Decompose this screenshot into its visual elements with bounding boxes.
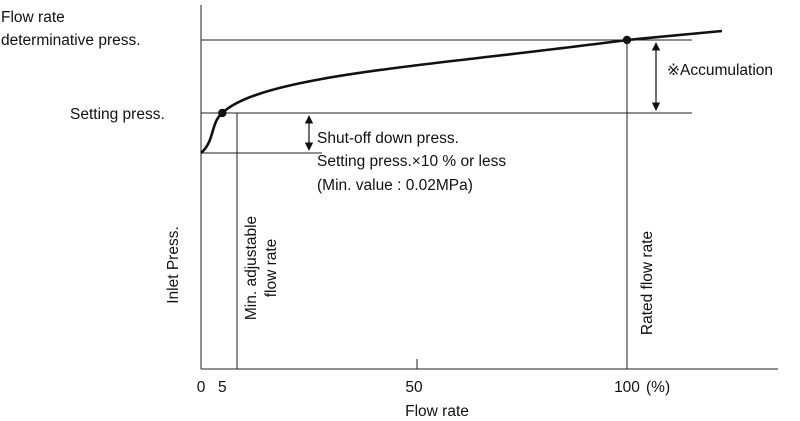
y-axis-label: Inlet Press. bbox=[165, 226, 182, 304]
min-adjustable-label-line1: Min. adjustable bbox=[243, 216, 260, 320]
shut-off-label-line2: Setting press.×10 % or less bbox=[317, 153, 506, 170]
x-unit-label: (%) bbox=[646, 379, 670, 396]
x-tick-label-50: 50 bbox=[405, 379, 423, 396]
x-tick-label-5: 5 bbox=[218, 379, 227, 396]
pressure-flow-curve bbox=[200, 29, 723, 154]
x-tick-label-100: 100 bbox=[614, 379, 640, 396]
shut-off-label-line3: (Min. value : 0.02MPa) bbox=[317, 177, 473, 194]
flow-rate-determinative-label-line2: determinative press. bbox=[1, 32, 141, 49]
min-adjustable-point bbox=[218, 108, 227, 118]
accumulation-label: ※Accumulation bbox=[667, 62, 773, 79]
setting-press-label: Setting press. bbox=[70, 106, 165, 123]
rated-flow-rate-label: Rated flow rate bbox=[639, 231, 656, 335]
x-tick-label-0: 0 bbox=[197, 379, 206, 396]
shut-off-label-line1: Shut-off down press. bbox=[317, 130, 459, 147]
flow-rate-determinative-label-line1: Flow rate bbox=[1, 9, 65, 26]
x-axis-label: Flow rate bbox=[405, 403, 469, 420]
rated-flow-point bbox=[622, 35, 632, 45]
min-adjustable-label-line2: flow rate bbox=[263, 239, 280, 298]
